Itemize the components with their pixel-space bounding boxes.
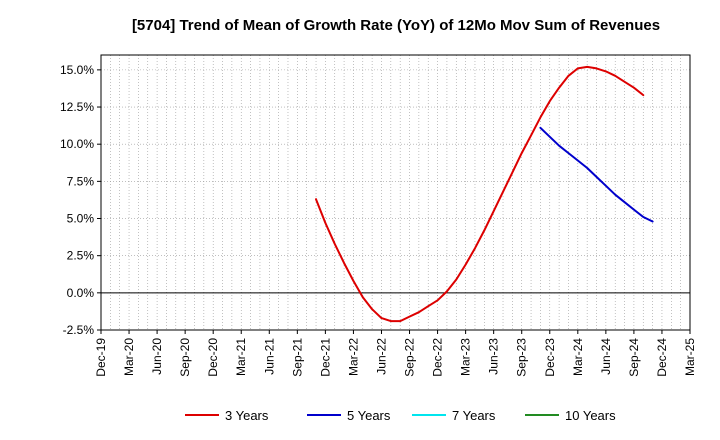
x-tick-label: Sep-20	[178, 338, 192, 377]
legend-label-5-years: 5 Years	[347, 408, 391, 423]
x-axis: Dec-19 Mar-20 Jun-20 Sep-20 Dec-20 Mar-21 Jun-…	[94, 330, 697, 377]
x-tick-label: Jun-22	[374, 338, 388, 375]
x-tick-label: Dec-24	[655, 338, 669, 377]
x-tick-label: Mar-21	[234, 338, 248, 376]
x-tick-label: Mar-24	[571, 338, 585, 376]
chart-title: [5704] Trend of Mean of Growth Rate (YoY…	[132, 17, 660, 34]
x-tick-label: Sep-22	[403, 338, 417, 377]
x-tick-label: Sep-21	[290, 338, 304, 377]
plot-frame	[100, 54, 691, 331]
x-tick-label: Jun-23	[487, 338, 501, 375]
series-line-3-years	[315, 65, 645, 323]
x-tick-label: Mar-23	[459, 338, 473, 376]
x-tick-label: Jun-20	[150, 338, 164, 375]
y-axis: -2.5% 0.0% 2.5% 5.0% 7.5% 10.0% 12.5% 15.0%	[60, 63, 101, 337]
y-tick-label: 2.5%	[67, 249, 95, 263]
x-tick-label: Mar-20	[122, 338, 136, 376]
x-tick-label: Dec-19	[94, 338, 108, 377]
y-tick-label: 7.5%	[67, 174, 95, 188]
y-tick-label: 0.0%	[67, 286, 95, 300]
x-tick-label: Dec-23	[543, 338, 557, 377]
x-tick-label: Jun-21	[262, 338, 276, 375]
series-group	[315, 65, 654, 323]
x-tick-label: Mar-22	[346, 338, 360, 376]
y-tick-label: 5.0%	[67, 212, 95, 226]
y-tick-label: 15.0%	[60, 63, 94, 77]
x-tick-label: Dec-21	[318, 338, 332, 377]
legend-label-7-years: 7 Years	[452, 408, 496, 423]
y-tick-label: -2.5%	[63, 323, 95, 337]
x-tick-label: Dec-22	[431, 338, 445, 377]
y-tick-label: 10.0%	[60, 137, 94, 151]
legend: 3 Years 5 Years 7 Years 10 Years	[185, 408, 616, 423]
x-tick-label: Sep-23	[515, 338, 529, 377]
grid	[101, 55, 690, 331]
x-tick-label: Mar-25	[683, 338, 697, 376]
y-tick-label: 12.5%	[60, 100, 94, 114]
x-tick-label: Jun-24	[599, 338, 613, 375]
x-tick-label: Sep-24	[627, 338, 641, 377]
legend-label-3-years: 3 Years	[225, 408, 269, 423]
legend-label-10-years: 10 Years	[565, 408, 616, 423]
series-line-5-years	[539, 126, 654, 223]
x-tick-label: Dec-20	[206, 338, 220, 377]
